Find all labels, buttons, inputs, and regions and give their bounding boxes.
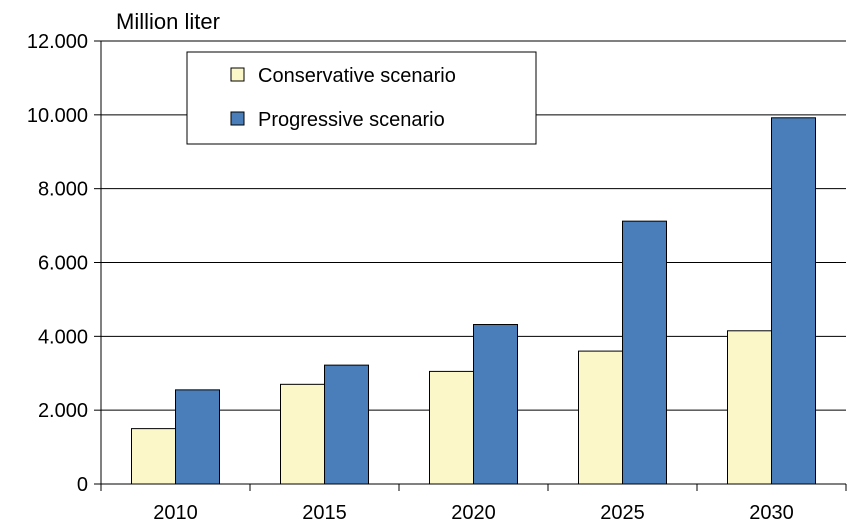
y-tick-label: 6.000 — [38, 253, 88, 275]
x-tick-label: 2030 — [749, 502, 794, 524]
y-tick-label: 12.000 — [27, 31, 88, 53]
bar-progressive-2015 — [324, 364, 369, 485]
x-tick-label: 2015 — [302, 502, 347, 524]
bar-conservative-2015 — [280, 383, 325, 485]
bar-conservative-2010 — [131, 428, 176, 485]
axes: 0 2.000 4.000 6.000 8.000 10.000 12.000 2010 201… — [27, 31, 847, 524]
bar-progressive-2025 — [622, 220, 667, 485]
x-tick-label: 2025 — [600, 502, 645, 524]
legend-box — [186, 51, 537, 145]
legend-label-conservative: Conservative scenario — [258, 65, 456, 87]
y-tick-label: 4.000 — [38, 326, 88, 348]
legend: Conservative scenario Progressive scenar… — [186, 51, 537, 145]
bar-progressive-2030 — [771, 117, 816, 485]
legend-swatch-conservative — [230, 67, 245, 82]
legend-swatch-progressive — [230, 111, 245, 126]
x-tick-label: 2010 — [153, 502, 198, 524]
bar-conservative-2025 — [578, 350, 623, 485]
y-tick-label: 8.000 — [38, 179, 88, 201]
y-axis-title: Million liter — [116, 9, 220, 34]
y-tick-label: 2.000 — [38, 400, 88, 422]
bar-conservative-2030 — [727, 330, 772, 485]
x-tick-label: 2020 — [451, 502, 496, 524]
bars — [131, 117, 816, 485]
bar-conservative-2020 — [429, 370, 474, 485]
bar-progressive-2010 — [175, 389, 220, 485]
y-tick-label: 0 — [77, 474, 88, 496]
bar-progressive-2020 — [473, 324, 518, 485]
legend-label-progressive: Progressive scenario — [258, 109, 445, 131]
y-tick-label: 10.000 — [27, 105, 88, 127]
